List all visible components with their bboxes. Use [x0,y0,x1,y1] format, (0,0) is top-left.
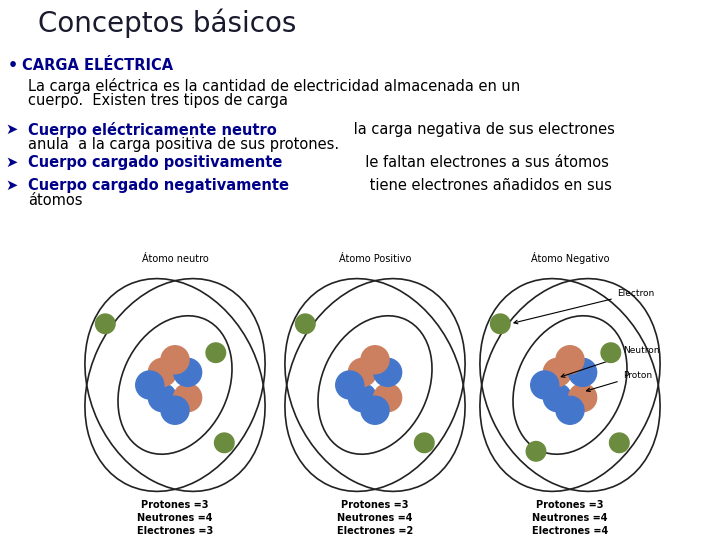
Text: Proton: Proton [587,371,652,392]
Text: tiene electrones añadidos en sus: tiene electrones añadidos en sus [365,178,612,193]
Text: le faltan electrones a sus átomos: le faltan electrones a sus átomos [356,155,609,170]
Circle shape [601,343,621,362]
Text: ➤: ➤ [5,178,17,193]
Circle shape [361,346,389,374]
Circle shape [361,396,389,424]
Text: Neutrones =4: Neutrones =4 [138,513,212,523]
Text: Cuerpo eléctricamente neutro: Cuerpo eléctricamente neutro [28,122,276,138]
Text: Electrones =4: Electrones =4 [532,526,608,536]
Text: ➤: ➤ [5,155,17,170]
Text: Cuerpo cargado positivamente: Cuerpo cargado positivamente [28,155,282,170]
Circle shape [569,359,597,387]
Text: La carga eléctrica es la cantidad de electricidad almacenada en un: La carga eléctrica es la cantidad de ele… [28,78,521,94]
Circle shape [544,359,572,387]
Circle shape [526,442,546,461]
Circle shape [206,343,225,362]
Circle shape [174,359,202,387]
Circle shape [569,383,597,411]
Circle shape [161,396,189,424]
Text: Neutrones =4: Neutrones =4 [337,513,413,523]
Text: Electrones =3: Electrones =3 [137,526,213,536]
Circle shape [148,383,176,411]
Circle shape [415,433,434,453]
Text: Átomo Negativo: Átomo Negativo [531,252,609,264]
Text: Protones =3: Protones =3 [341,500,409,510]
Text: la carga negativa de sus electrones: la carga negativa de sus electrones [349,122,615,137]
Circle shape [374,383,402,411]
Circle shape [215,433,234,453]
Circle shape [336,371,364,399]
Text: Conceptos básicos: Conceptos básicos [38,8,297,37]
Text: ➤: ➤ [5,122,17,137]
Circle shape [556,396,584,424]
Circle shape [544,383,572,411]
Text: anula  a la carga positiva de sus protones.: anula a la carga positiva de sus protone… [28,137,339,152]
Text: Cuerpo cargado negativamente: Cuerpo cargado negativamente [28,178,289,193]
Text: Átomo Positivo: Átomo Positivo [339,254,411,264]
Text: •: • [8,58,18,73]
Circle shape [348,359,377,387]
Text: Átomo neutro: Átomo neutro [142,254,208,264]
Text: Protones =3: Protones =3 [141,500,209,510]
Text: Neutrones =4: Neutrones =4 [532,513,608,523]
Text: CARGA ELÉCTRICA: CARGA ELÉCTRICA [22,58,173,73]
Circle shape [161,346,189,374]
Circle shape [556,346,584,374]
Circle shape [174,383,202,411]
Circle shape [531,371,559,399]
Text: Electron: Electron [514,289,654,324]
Text: cuerpo.  Existen tres tipos de carga: cuerpo. Existen tres tipos de carga [28,93,288,108]
Circle shape [490,314,510,334]
Text: Neutron: Neutron [561,346,660,377]
Text: Electrones =2: Electrones =2 [337,526,413,536]
Circle shape [295,314,315,334]
Circle shape [610,433,629,453]
Circle shape [374,359,402,387]
Circle shape [136,371,163,399]
Text: Protones =3: Protones =3 [536,500,604,510]
Circle shape [348,383,377,411]
Text: átomos: átomos [28,193,83,208]
Circle shape [148,359,176,387]
Circle shape [96,314,115,334]
